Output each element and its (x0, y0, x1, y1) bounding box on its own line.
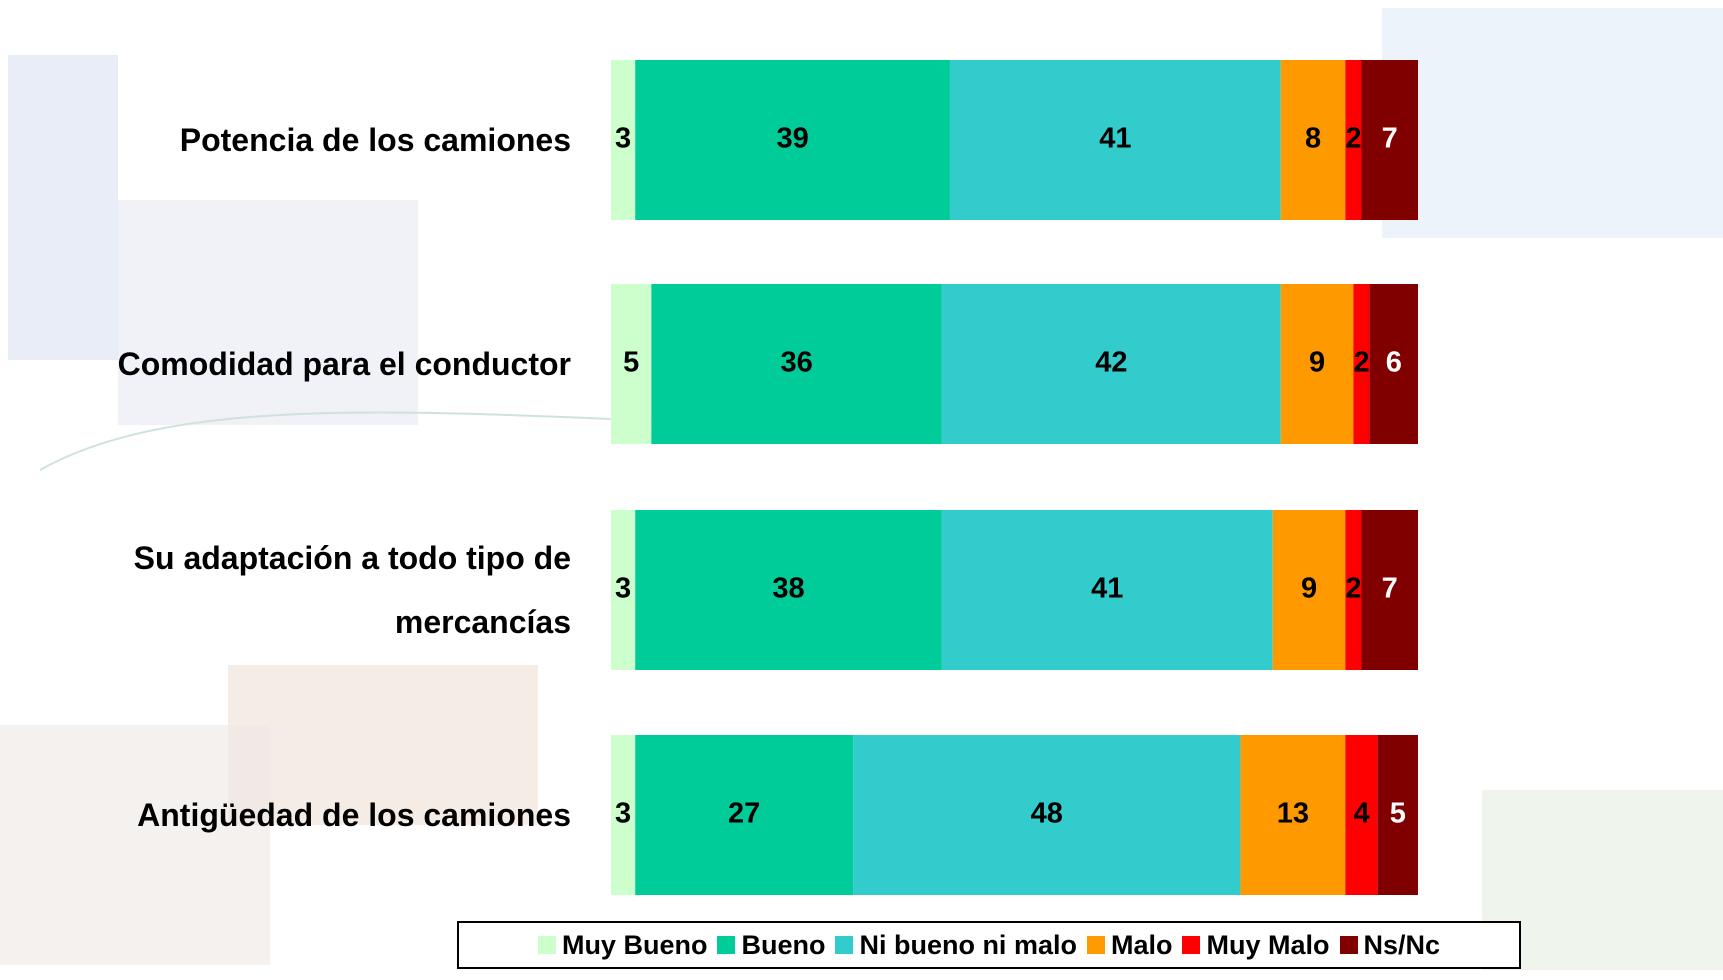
data-label: 41 (1099, 123, 1131, 155)
legend-label: Muy Malo (1206, 930, 1329, 961)
legend-item: Ns/Nc (1340, 930, 1441, 961)
legend-swatch (1340, 936, 1358, 954)
data-label: 36 (780, 347, 812, 379)
data-label: 39 (776, 123, 808, 155)
data-label: 48 (1031, 798, 1063, 830)
data-label: 6 (1386, 347, 1402, 379)
legend-label: Ni bueno ni malo (859, 930, 1077, 961)
legend-swatch (717, 936, 735, 954)
data-label: 7 (1382, 573, 1398, 605)
legend-swatch (835, 936, 853, 954)
data-label: 3 (615, 123, 631, 155)
data-label: 38 (772, 573, 804, 605)
data-label: 3 (615, 798, 631, 830)
data-label: 3 (615, 573, 631, 605)
data-label: 8 (1305, 123, 1321, 155)
legend-item: Ni bueno ni malo (835, 930, 1077, 961)
category-label: Su adaptación a todo tipo de mercancías (20, 526, 571, 654)
legend: Muy Bueno Bueno Ni bueno ni malo Malo Muy Ma… (457, 921, 1521, 969)
data-label: 5 (623, 347, 639, 379)
data-label: 9 (1301, 573, 1317, 605)
legend-swatch (1182, 936, 1200, 954)
data-label: 2 (1345, 573, 1361, 605)
legend-swatch (538, 936, 556, 954)
page: 339418275364292633841927327481345 Muy Bu… (0, 0, 1723, 980)
legend-item: Bueno (717, 930, 825, 961)
legend-label: Bueno (741, 930, 825, 961)
legend-label: Ns/Nc (1364, 930, 1441, 961)
legend-item: Malo (1087, 930, 1173, 961)
legend-item: Muy Bueno (538, 930, 708, 961)
category-label: Comodidad para el conductor (20, 332, 571, 396)
data-label: 4 (1353, 798, 1369, 830)
data-label: 41 (1091, 573, 1123, 605)
data-label: 2 (1345, 123, 1361, 155)
legend-swatch (1087, 936, 1105, 954)
data-label: 9 (1309, 347, 1325, 379)
category-label: Antigüedad de los camiones (20, 783, 571, 847)
legend-item: Muy Malo (1182, 930, 1329, 961)
data-label: 5 (1390, 798, 1406, 830)
legend-label: Malo (1111, 930, 1173, 961)
legend-label: Muy Bueno (562, 930, 708, 961)
data-label: 42 (1095, 347, 1127, 379)
data-label: 13 (1277, 798, 1309, 830)
data-label: 2 (1353, 347, 1369, 379)
data-label: 27 (728, 798, 760, 830)
category-label: Potencia de los camiones (20, 108, 571, 172)
data-label: 7 (1382, 123, 1398, 155)
